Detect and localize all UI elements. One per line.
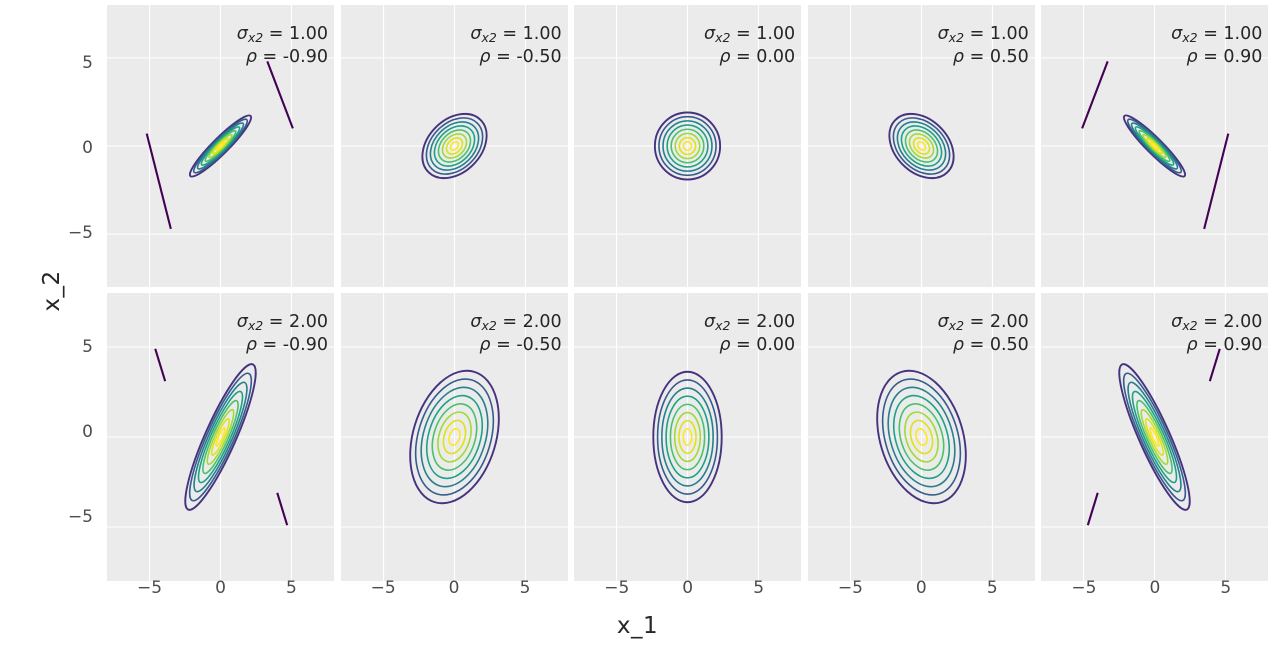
x-tick-label: −5 [137,578,163,598]
contour-panel: σx2 = 1.00 ρ = -0.50 [340,5,568,287]
y-tick-label: 5 [82,337,93,357]
contour-panel: σx2 = 1.00 ρ = 0.50 [807,5,1035,287]
x-tick-label: 0 [1149,578,1161,598]
x-tick-label: −5 [604,578,630,598]
contour-panel: σx2 = 2.00 ρ = 0.00 [574,293,802,581]
x-tick-label: 5 [986,578,998,598]
contour-panel: σx2 = 1.00 ρ = 0.90 [1041,5,1269,287]
contour-panel: σx2 = 2.00 ρ = 0.50 [807,293,1035,581]
x-tick-label: 0 [448,578,460,598]
contour-panel: σx2 = 2.00 ρ = 0.90 [1041,293,1269,581]
x-tick-label: −5 [1071,578,1097,598]
x-tick-label: 0 [215,578,226,598]
y-tick-label: 0 [82,138,93,158]
y-tick-label: 5 [82,53,93,73]
x-tick-label: 5 [1220,578,1232,598]
y-axis-label: x_2 [39,270,65,312]
contour-panel: σx2 = 2.00 ρ = -0.50 [340,293,568,581]
x-tick-label: 5 [519,578,531,598]
x-tick-label: 5 [286,578,297,598]
x-tick-label: 0 [682,578,694,598]
x-tick-label: −5 [370,578,396,598]
x-tick-label: 5 [753,578,765,598]
x-axis-label: x_1 [616,613,659,639]
y-tick-label: −5 [67,223,93,243]
contour-panel: σx2 = 1.00 ρ = 0.00 [574,5,802,287]
x-tick-label: 0 [915,578,927,598]
contour-panel: σx2 = 2.00 ρ = -0.90 [107,293,334,581]
y-tick-label: −5 [67,507,93,527]
y-tick-label: 0 [82,422,93,442]
contour-panel: σx2 = 1.00 ρ = -0.90 [107,5,334,287]
x-tick-label: −5 [837,578,863,598]
